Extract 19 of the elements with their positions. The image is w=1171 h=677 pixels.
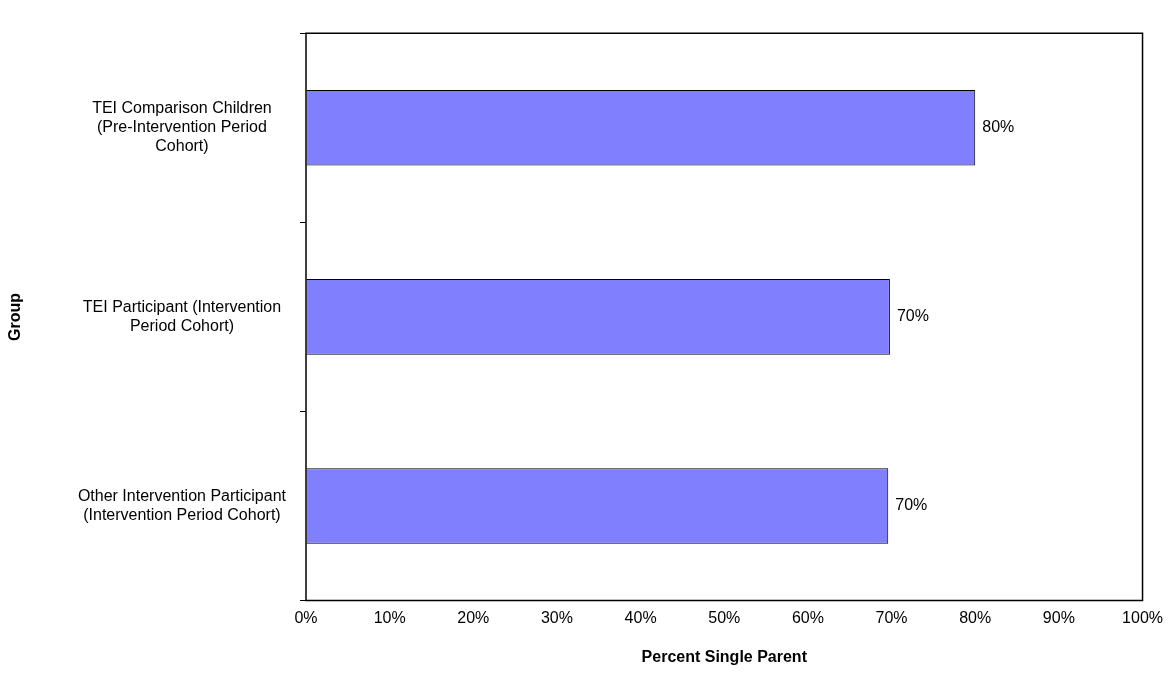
x-tick-label: 100% (1122, 608, 1163, 626)
data-label: 70% (896, 307, 929, 325)
y-axis-title: Group (6, 292, 24, 341)
x-tick-label: 60% (791, 608, 824, 626)
y-tick-label: Other Intervention Participant (Intervention Period Cohort) (77, 486, 287, 524)
data-label: 80% (982, 118, 1015, 136)
x-tick-label: 20% (457, 608, 490, 626)
x-tick-label: 10% (373, 608, 406, 626)
x-tick-label: 90% (1042, 608, 1075, 626)
x-tick-label: 40% (624, 608, 657, 626)
data-label: 70% (895, 496, 928, 514)
y-tick-label: TEI Participant (Intervention Period Cohort) (82, 297, 282, 334)
x-tick-label: 70% (875, 608, 908, 626)
x-tick-label: 80% (959, 608, 992, 626)
x-tick-label: 30% (540, 608, 573, 626)
x-tick-label: 0% (294, 608, 318, 626)
x-tick-label: 50% (708, 608, 741, 626)
x-axis-title: Percent Single Parent (641, 647, 808, 665)
y-tick-label: TEI Comparison Children (Pre-Intervention Period Cohort) (92, 98, 272, 155)
